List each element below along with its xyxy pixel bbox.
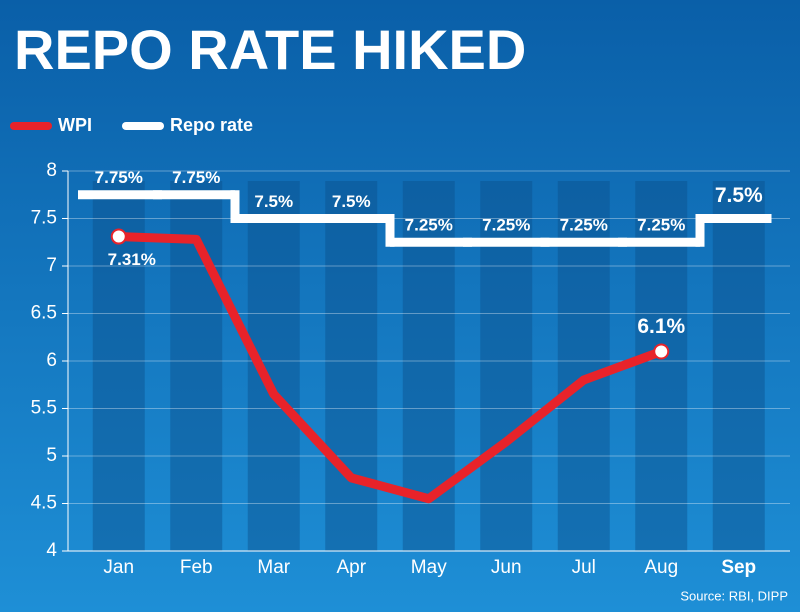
- x-tick-label: Mar: [257, 557, 290, 578]
- column-band: [325, 181, 378, 551]
- y-tick-label: 8: [46, 160, 57, 181]
- source: Source: RBI, DIPP: [680, 588, 788, 603]
- data-label: 7.5%: [332, 192, 371, 211]
- legend-label: Repo rate: [170, 115, 253, 135]
- wpi-marker: [653, 343, 670, 360]
- y-tick-label: 6.5: [31, 303, 57, 324]
- x-tick-label: Feb: [180, 557, 213, 578]
- x-tick-label: Jun: [491, 557, 522, 578]
- data-label: 7.75%: [95, 168, 143, 187]
- data-label: 7.75%: [172, 168, 220, 187]
- column-band: [480, 181, 533, 551]
- column-band: [712, 181, 765, 551]
- x-tick-label: Jul: [572, 557, 596, 578]
- y-tick-label: 7: [46, 255, 57, 276]
- column-band: [557, 181, 610, 551]
- y-tick-label: 6: [46, 350, 57, 371]
- x-tick-label: May: [411, 557, 447, 578]
- data-label: 7.5%: [715, 184, 763, 207]
- y-tick-label: 4.5: [31, 493, 57, 514]
- y-tick-label: 5.5: [31, 398, 57, 419]
- chart-title: REPO RATE HIKED: [14, 18, 526, 81]
- data-label: 7.25%: [560, 216, 608, 235]
- data-label: 7.5%: [254, 192, 293, 211]
- y-tick-label: 7.5: [31, 208, 57, 229]
- x-tick-label: Aug: [644, 557, 678, 578]
- x-tick-label: Apr: [336, 557, 366, 578]
- data-label: 7.25%: [482, 216, 530, 235]
- x-tick-label: Jan: [103, 557, 134, 578]
- y-tick-label: 5: [46, 445, 57, 466]
- y-tick-label: 4: [46, 540, 57, 561]
- data-label: 7.31%: [108, 250, 156, 269]
- data-label: 7.25%: [637, 216, 685, 235]
- x-tick-label: Sep: [721, 557, 756, 578]
- wpi-line: [114, 232, 666, 504]
- column-band: [635, 181, 688, 551]
- legend-label: WPI: [58, 115, 92, 135]
- data-label: 7.25%: [405, 216, 453, 235]
- data-label: 6.1%: [637, 315, 685, 338]
- wpi-marker: [110, 228, 127, 245]
- legend: WPI Repo rate: [10, 115, 253, 135]
